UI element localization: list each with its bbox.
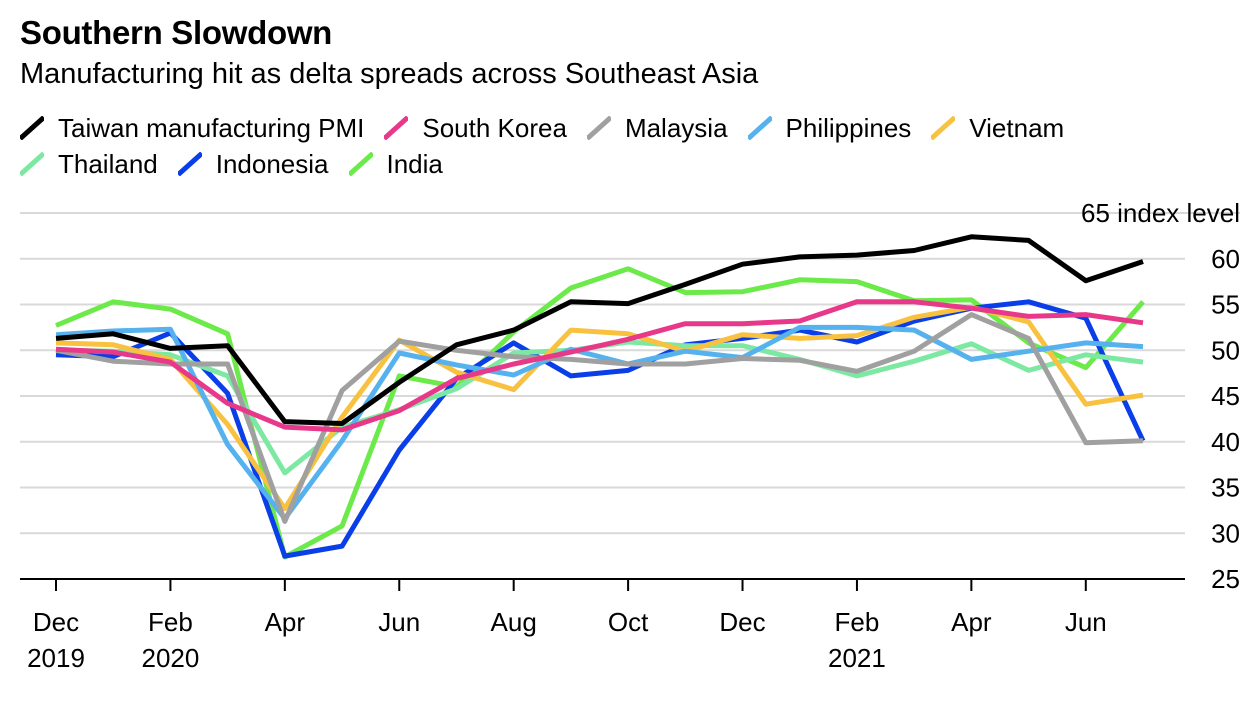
legend-label: Malaysia bbox=[624, 113, 728, 143]
legend-item-indonesia: Indonesia bbox=[177, 146, 329, 182]
series-line-south-korea bbox=[55, 299, 1144, 433]
y-tick-label: 40 bbox=[1211, 427, 1240, 457]
x-tick-label: Apr bbox=[265, 607, 306, 637]
legend-swatch-icon bbox=[586, 116, 611, 140]
legend-label: Thailand bbox=[58, 149, 158, 179]
legend-label: Taiwan manufacturing PMI bbox=[58, 113, 365, 143]
x-tick-label-year: 2021 bbox=[828, 643, 886, 673]
y-tick-label: 25 bbox=[1211, 564, 1240, 594]
x-tick-label: Dec bbox=[33, 607, 79, 637]
legend-row-1: Taiwan manufacturing PMI South Korea Mal… bbox=[20, 110, 1240, 146]
legend-item-thailand: Thailand bbox=[20, 146, 158, 182]
legend-label: Vietnam bbox=[969, 113, 1065, 143]
series-line-india bbox=[55, 266, 1145, 560]
legend-swatch-icon bbox=[20, 152, 44, 176]
line-chart: 65 index level 25 30 35 40 45 50 55 60 Dec 2019 Fe… bbox=[20, 198, 1240, 673]
x-tick-label: Jun bbox=[1065, 607, 1107, 637]
legend-item-india: India bbox=[348, 146, 443, 182]
legend-swatch-icon bbox=[384, 116, 409, 140]
y-tick-label: 45 bbox=[1211, 381, 1240, 411]
y-tick-label: 35 bbox=[1211, 473, 1240, 503]
legend-label: Philippines bbox=[785, 113, 912, 143]
y-tick-label: 60 bbox=[1211, 244, 1240, 274]
x-tick-label: Apr bbox=[951, 607, 992, 637]
x-tick-label: Oct bbox=[608, 607, 649, 637]
legend: Taiwan manufacturing PMI South Korea Mal… bbox=[20, 110, 1240, 182]
legend-label: Indonesia bbox=[215, 149, 329, 179]
legend-swatch-icon bbox=[348, 152, 373, 176]
y-tick-label: 50 bbox=[1211, 335, 1240, 365]
chart-title: Southern Slowdown bbox=[20, 14, 333, 51]
chart-subtitle: Manufacturing hit as delta spreads acros… bbox=[20, 58, 759, 90]
legend-item-malaysia: Malaysia bbox=[586, 110, 728, 146]
legend-row-2: Thailand Indonesia India bbox=[20, 146, 1240, 182]
series-line-vietnam bbox=[55, 304, 1144, 511]
y-tick-label: 55 bbox=[1211, 290, 1240, 320]
legend-item-taiwan: Taiwan manufacturing PMI bbox=[20, 110, 364, 146]
y-tick-label: 30 bbox=[1211, 518, 1240, 548]
x-axis-labels: Dec 2019 Feb 2020 Apr Jun Aug Oct Dec Feb 2021 Apr J… bbox=[27, 607, 1107, 673]
y-axis-labels: 65 index level 25 30 35 40 45 50 55 60 bbox=[1081, 198, 1240, 594]
legend-swatch-icon bbox=[177, 152, 202, 176]
x-tick-label-year: 2020 bbox=[141, 643, 199, 673]
x-axis bbox=[20, 578, 1185, 591]
x-tick-label: Jun bbox=[378, 607, 420, 637]
legend-item-vietnam: Vietnam bbox=[931, 110, 1064, 146]
series-line-philippines bbox=[55, 324, 1144, 522]
x-tick-label: Dec bbox=[719, 607, 765, 637]
legend-swatch-icon bbox=[747, 116, 772, 140]
series-lines bbox=[55, 234, 1146, 560]
series-line-malaysia bbox=[55, 312, 1144, 524]
y-unit-label: 65 index level bbox=[1081, 198, 1240, 228]
legend-swatch-icon bbox=[931, 116, 956, 140]
x-tick-label: Feb bbox=[835, 607, 880, 637]
legend-item-philippines: Philippines bbox=[747, 110, 912, 146]
x-tick-label-year: 2019 bbox=[27, 643, 85, 673]
legend-swatch-icon bbox=[20, 116, 44, 140]
x-tick-label: Feb bbox=[148, 607, 193, 637]
series-line-taiwan-manufacturing-pmi bbox=[55, 234, 1144, 426]
legend-item-south-korea: South Korea bbox=[384, 110, 567, 146]
legend-label: South Korea bbox=[422, 113, 567, 143]
legend-label: India bbox=[386, 149, 443, 179]
x-tick-label: Aug bbox=[491, 607, 537, 637]
